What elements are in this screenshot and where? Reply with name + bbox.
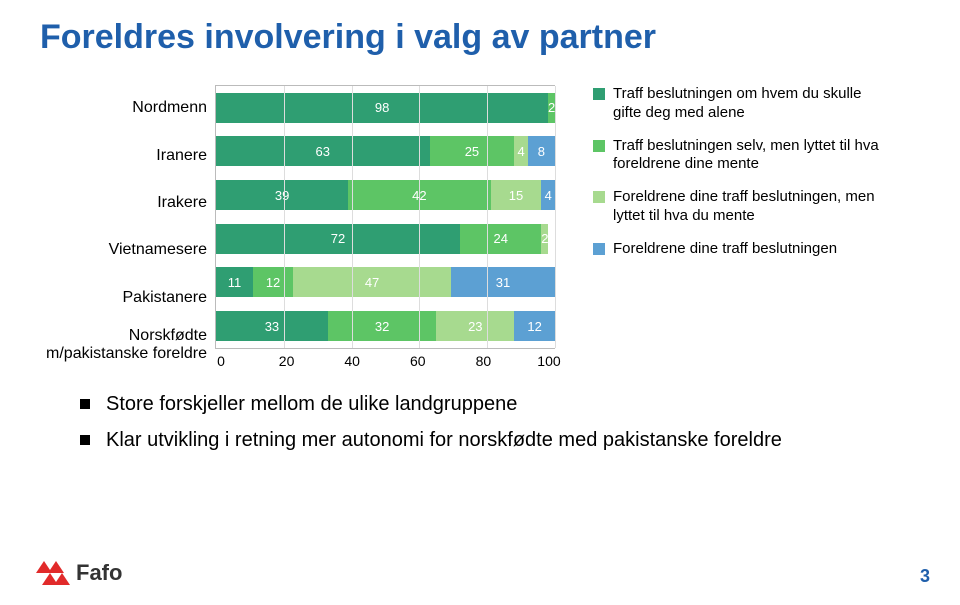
- bar-segment: 2: [548, 93, 555, 123]
- bullet-item: Store forskjeller mellom de ulike landgr…: [80, 391, 900, 417]
- page-number: 3: [920, 566, 930, 587]
- bar-segment: 11: [216, 267, 253, 297]
- x-axis: 0 20 40 60 80 100: [209, 353, 561, 369]
- legend-label: Traff beslutningen om hvem du skulle gif…: [613, 85, 893, 123]
- bar-segment: 47: [293, 267, 451, 297]
- x-tick: 40: [340, 353, 364, 369]
- legend-swatch: [593, 191, 605, 203]
- category-label: Iranere: [40, 134, 207, 178]
- x-tick: 60: [406, 353, 430, 369]
- fafo-logo: Fafo: [36, 559, 122, 587]
- bar-row: 11124731: [216, 267, 555, 297]
- bar-segment: 72: [216, 224, 460, 254]
- bar-row: 632548: [216, 136, 555, 166]
- x-tick: 100: [537, 353, 561, 369]
- bar-segment: 12: [514, 311, 555, 341]
- bar-segment: 31: [451, 267, 555, 297]
- x-tick: 80: [471, 353, 495, 369]
- x-tick: 0: [209, 353, 233, 369]
- fafo-logo-text: Fafo: [76, 560, 122, 586]
- legend-item: Foreldrene dine traff beslutningen: [593, 240, 893, 259]
- legend-swatch: [593, 140, 605, 152]
- category-labels: NordmennIranereIrakereVietnameserePakist…: [40, 85, 215, 369]
- bar-segment: 12: [253, 267, 293, 297]
- bar-segment: 15: [491, 180, 542, 210]
- gridline: [555, 86, 556, 348]
- category-label: Nordmenn: [40, 87, 207, 131]
- bar-segment: 4: [514, 136, 528, 166]
- bar-row: 3942154: [216, 180, 555, 210]
- fafo-logo-icon: [36, 559, 70, 587]
- bullet-marker: [80, 399, 90, 409]
- category-label: Norskfødte m/pakistanske foreldre: [40, 323, 207, 367]
- bar-segment: 23: [436, 311, 514, 341]
- bullet-list: Store forskjeller mellom de ulike landgr…: [0, 391, 960, 453]
- bar-segment: 33: [216, 311, 328, 341]
- gridline: [487, 86, 488, 348]
- legend-item: Foreldrene dine traff beslutningen, men …: [593, 188, 893, 226]
- bar-segment: 24: [460, 224, 541, 254]
- bar-row: 982: [216, 93, 555, 123]
- gridline: [419, 86, 420, 348]
- bar-segment: 4: [541, 180, 555, 210]
- legend-label: Foreldrene dine traff beslutningen: [613, 240, 837, 259]
- legend-swatch: [593, 88, 605, 100]
- legend-label: Traff beslutningen selv, men lyttet til …: [613, 137, 893, 175]
- category-label: Pakistanere: [40, 276, 207, 320]
- legend: Traff beslutningen om hvem du skulle gif…: [593, 85, 893, 369]
- legend-swatch: [593, 243, 605, 255]
- legend-label: Foreldrene dine traff beslutningen, men …: [613, 188, 893, 226]
- x-tick: 20: [275, 353, 299, 369]
- bullet-item: Klar utvikling i retning mer autonomi fo…: [80, 427, 900, 453]
- gridline: [284, 86, 285, 348]
- plot-area: 9826325483942154722421112473133322312: [215, 85, 555, 349]
- bar-segment: 8: [528, 136, 555, 166]
- legend-item: Traff beslutningen selv, men lyttet til …: [593, 137, 893, 175]
- category-label: Vietnamesere: [40, 229, 207, 273]
- bar-segment: 25: [430, 136, 515, 166]
- bar-segment: 39: [216, 180, 348, 210]
- bar-row: 72242: [216, 224, 555, 254]
- category-label: Irakere: [40, 181, 207, 225]
- bullet-marker: [80, 435, 90, 445]
- gridline: [352, 86, 353, 348]
- bar-segment: 63: [216, 136, 430, 166]
- chart: NordmennIranereIrakereVietnameserePakist…: [40, 85, 561, 369]
- bullet-text: Store forskjeller mellom de ulike landgr…: [106, 391, 517, 417]
- legend-item: Traff beslutningen om hvem du skulle gif…: [593, 85, 893, 123]
- chart-and-legend: NordmennIranereIrakereVietnameserePakist…: [0, 85, 960, 369]
- bar-segment: 2: [541, 224, 548, 254]
- bullet-text: Klar utvikling i retning mer autonomi fo…: [106, 427, 782, 453]
- page-title: Foreldres involvering i valg av partner: [0, 0, 960, 57]
- bar-row: 33322312: [216, 311, 555, 341]
- bar-segment: 98: [216, 93, 548, 123]
